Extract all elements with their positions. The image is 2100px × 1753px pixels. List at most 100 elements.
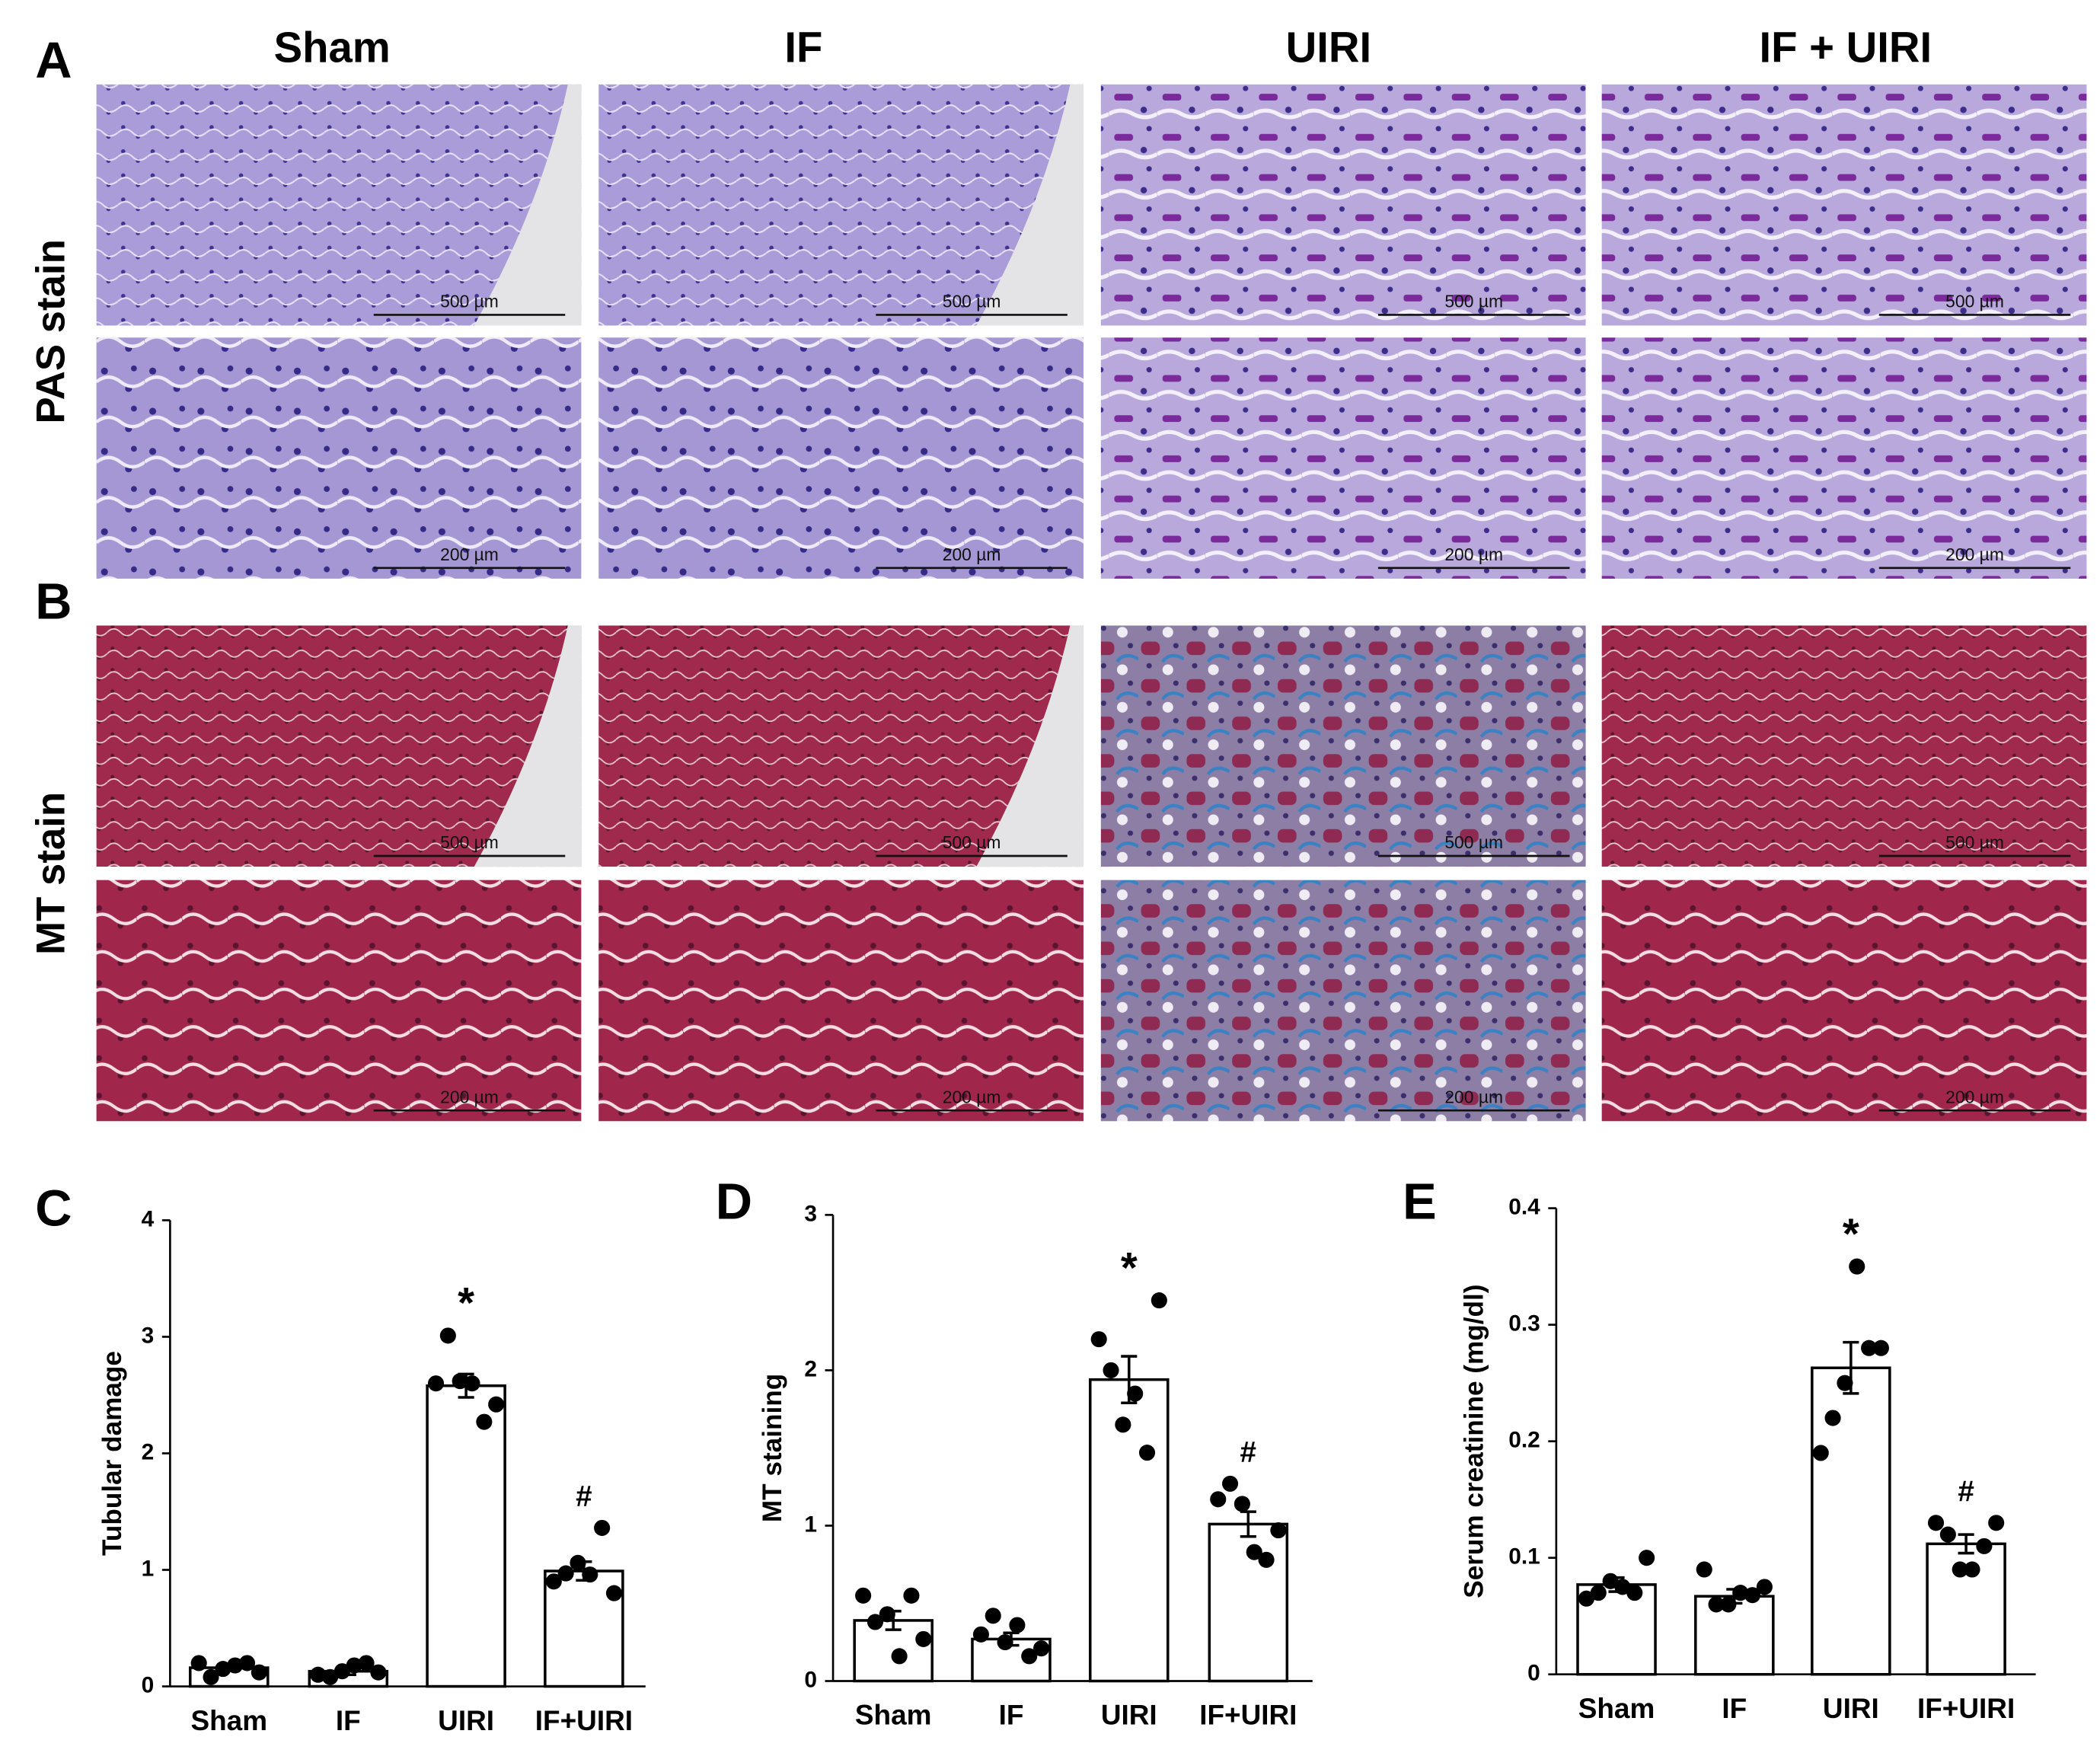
scale-bar-label: 200 µm (1945, 1087, 2004, 1106)
data-point (370, 1664, 387, 1681)
data-point (1246, 1544, 1262, 1560)
slide-background (474, 84, 582, 326)
column-header: IF + UIRI (1759, 24, 1932, 72)
x-tick-label: IF (1722, 1693, 1747, 1724)
micrograph (1601, 880, 2087, 1122)
data-point (1927, 1515, 1945, 1531)
y-tick-label: 0.3 (1508, 1311, 1540, 1336)
data-point (570, 1554, 586, 1571)
y-tick-label: 3 (142, 1323, 155, 1348)
data-point (1824, 1410, 1841, 1426)
panel-letter: B (35, 574, 72, 631)
data-point (1578, 1590, 1595, 1607)
data-point (1744, 1587, 1761, 1604)
y-tick-label: 0.4 (1508, 1194, 1540, 1219)
scale-bar-label: 200 µm (1444, 1087, 1503, 1106)
column-header: Sham (274, 24, 391, 72)
significance-marker: * (1843, 1209, 1859, 1257)
data-point (1222, 1475, 1239, 1492)
significance-marker: * (458, 1279, 474, 1327)
data-point (1756, 1579, 1773, 1595)
data-point (488, 1396, 505, 1413)
y-tick-label: 3 (804, 1201, 817, 1226)
data-point (1009, 1617, 1026, 1633)
charts: C Tubular damage 0 1 2 3 4 Sham IF UIRI IF+UIRI * # D… (35, 1174, 2036, 1736)
y-tick-label: 2 (142, 1439, 155, 1464)
data-point (891, 1648, 908, 1665)
error-bar (1958, 1533, 1974, 1555)
row-label: MT stain (28, 792, 73, 955)
data-point (1639, 1550, 1655, 1566)
data-point (1090, 1331, 1107, 1348)
data-point (1021, 1648, 1038, 1665)
micrograph (598, 880, 1084, 1122)
data-point (310, 1666, 327, 1683)
column-header: IF (784, 24, 822, 72)
data-point (190, 1655, 207, 1672)
data-point (903, 1587, 920, 1604)
data-point (238, 1655, 256, 1672)
data-point (1626, 1585, 1643, 1601)
slide-background (474, 625, 582, 867)
column-header: UIRI (1286, 24, 1372, 72)
data-point (1812, 1445, 1829, 1461)
significance-marker: # (1240, 1436, 1257, 1469)
x-tick-label: IF (999, 1700, 1024, 1731)
data-point (866, 1614, 884, 1630)
data-point (452, 1373, 468, 1390)
panel-letter: E (1403, 1174, 1437, 1231)
slide-background (976, 625, 1084, 867)
data-point (972, 1626, 989, 1643)
data-point (1115, 1416, 1131, 1433)
data-point (203, 1668, 219, 1685)
y-axis-label: Tubular damage (97, 1351, 127, 1556)
y-tick-label: 0.1 (1508, 1544, 1540, 1569)
y-axis-label: MT staining (758, 1374, 787, 1522)
data-point (545, 1573, 562, 1590)
x-tick-label: Sham (191, 1705, 268, 1736)
data-point (1696, 1561, 1712, 1578)
micrograph (1100, 880, 1586, 1122)
scale-bar-label: 500 µm (440, 292, 499, 311)
x-tick-label: Sham (855, 1700, 932, 1731)
data-point (1151, 1292, 1167, 1309)
x-tick-label: UIRI (438, 1705, 494, 1736)
bar (1926, 1542, 2006, 1676)
micrograph (1601, 625, 2087, 867)
significance-marker: # (576, 1480, 592, 1513)
y-tick-label: 0 (1527, 1661, 1540, 1686)
micrograph (1100, 337, 1586, 579)
data-point (1837, 1375, 1853, 1391)
data-point (1258, 1551, 1275, 1568)
scale-bar-label: 200 µm (440, 1087, 499, 1106)
scale-bar-label: 200 µm (1945, 544, 2004, 564)
scale-bar-label: 500 µm (1444, 832, 1503, 852)
data-point (215, 1661, 231, 1678)
micrographs: Sham IF UIRI IF + UIRI A PAS stain B MT stain 50… (28, 24, 2087, 1122)
micrograph (1601, 337, 2087, 579)
data-point (1976, 1537, 1993, 1554)
data-point (997, 1633, 1013, 1651)
scale-bar-label: 500 µm (1444, 292, 1503, 311)
scale-bar-label: 200 µm (1444, 544, 1503, 564)
y-axis-label: Serum creatinine (mg/dl) (1460, 1285, 1489, 1598)
data-point (1988, 1515, 2005, 1531)
data-point (1210, 1491, 1227, 1508)
data-point (251, 1664, 267, 1681)
data-point (1849, 1258, 1865, 1275)
data-point (594, 1519, 611, 1536)
bar (426, 1384, 506, 1688)
y-tick-label: 0.2 (1508, 1428, 1540, 1453)
scale-bar-label: 200 µm (943, 1087, 1001, 1106)
y-tick-label: 4 (142, 1206, 155, 1231)
scale-bar-label: 200 µm (943, 544, 1001, 564)
scale-bar-label: 500 µm (1945, 292, 2004, 311)
data-point (1732, 1585, 1749, 1601)
data-point (1614, 1579, 1631, 1595)
data-point (1872, 1339, 1889, 1356)
y-tick-label: 0 (804, 1667, 817, 1692)
x-tick-label: IF+UIRI (1199, 1700, 1297, 1731)
x-tick-label: IF (336, 1705, 361, 1736)
